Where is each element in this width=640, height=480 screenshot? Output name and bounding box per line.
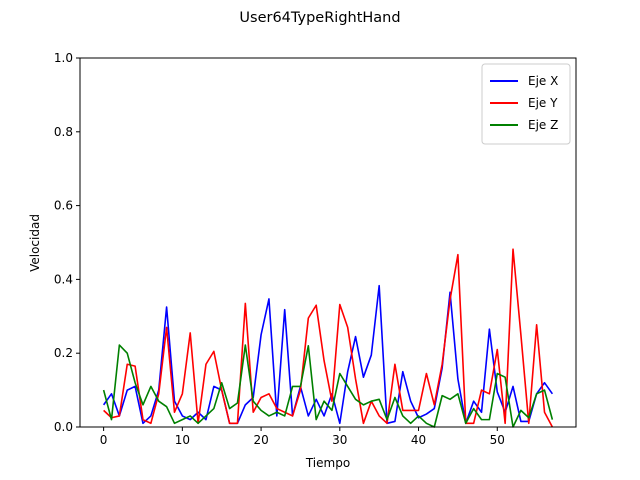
y-tick-label: 0.6 bbox=[54, 199, 73, 213]
x-tick-label: 50 bbox=[490, 433, 505, 447]
x-tick-label: 0 bbox=[100, 433, 108, 447]
y-tick-label: 0.4 bbox=[54, 272, 73, 286]
y-tick-label: 0.2 bbox=[54, 346, 73, 360]
series-line-2 bbox=[102, 344, 554, 428]
series-line-1 bbox=[103, 248, 554, 428]
y-tick-label: 0.0 bbox=[54, 420, 73, 434]
legend-label-2: Eje Z bbox=[528, 118, 558, 132]
x-tick-label: 40 bbox=[411, 433, 426, 447]
x-tick-label: 30 bbox=[332, 433, 347, 447]
axes-frame bbox=[79, 57, 577, 428]
legend-label-0: Eje X bbox=[528, 74, 558, 88]
chart-title: User64TypeRightHand bbox=[239, 10, 400, 26]
y-tick-label: 1.0 bbox=[54, 51, 73, 65]
legend: Eje X Eje Y Eje Z bbox=[481, 63, 571, 145]
legend-label-1: Eje Y bbox=[528, 96, 558, 110]
axes-layer: 0 10 20 30 40 50 0.0 0.2 0.4 0.6 0.8 1.0 bbox=[54, 51, 577, 447]
y-axis-label: Velocidad bbox=[28, 214, 42, 272]
x-axis-label: Tiempo bbox=[305, 456, 350, 470]
x-tick-label: 10 bbox=[175, 433, 190, 447]
y-tick-label: 0.8 bbox=[54, 125, 73, 139]
series-layer bbox=[102, 248, 554, 428]
x-tick-label: 20 bbox=[253, 433, 268, 447]
